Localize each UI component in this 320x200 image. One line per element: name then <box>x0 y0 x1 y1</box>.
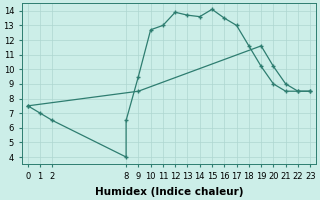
X-axis label: Humidex (Indice chaleur): Humidex (Indice chaleur) <box>95 187 243 197</box>
